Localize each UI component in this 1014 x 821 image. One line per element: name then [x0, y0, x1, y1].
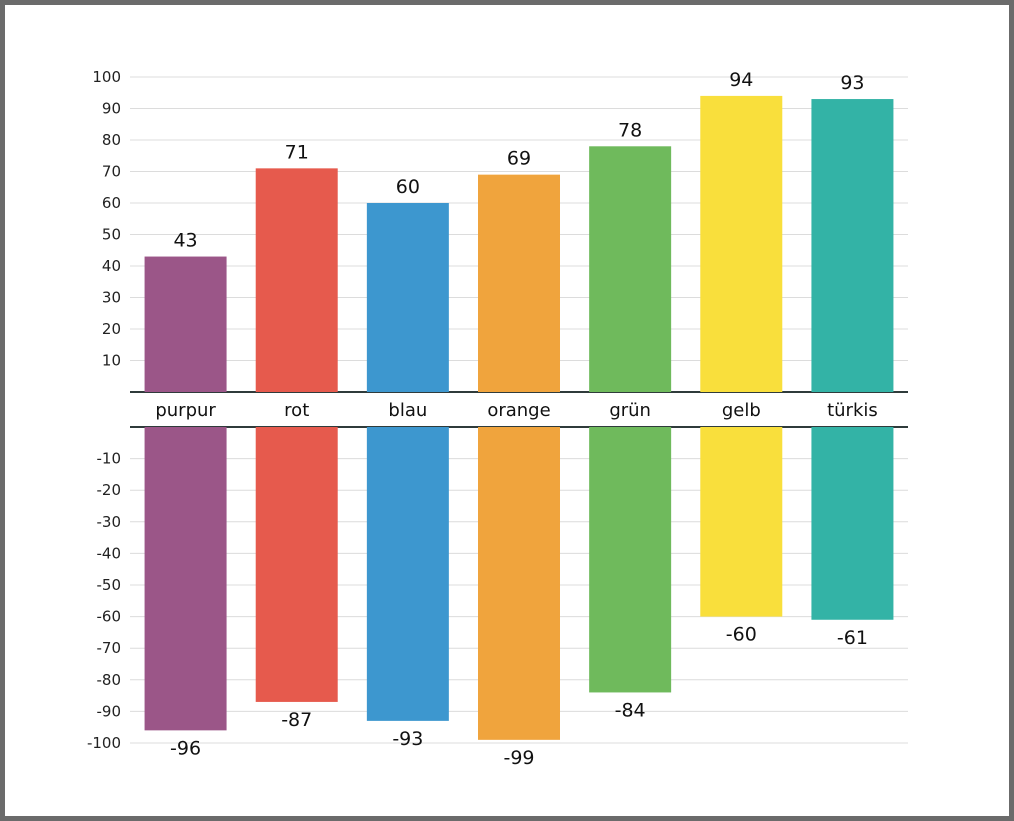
bar-positive-gelb: [700, 95, 783, 393]
y-tick-label-lower: -100: [87, 734, 121, 752]
y-tick-label-lower: -40: [97, 544, 122, 562]
data-label-positive: 78: [618, 119, 642, 141]
y-tick-label-lower: -70: [97, 639, 122, 657]
y-tick-label-upper: 80: [102, 131, 121, 149]
bar-negative-purpur: [144, 427, 227, 731]
data-label-positive: 94: [729, 69, 753, 91]
y-tick-label-lower: -90: [97, 702, 122, 720]
bar-negative-grün: [589, 427, 672, 693]
category-label: purpur: [155, 400, 216, 421]
bar-negative-orange: [478, 427, 560, 740]
data-label-negative: -61: [837, 627, 868, 649]
category-label: grün: [609, 400, 651, 421]
bar-positive-orange: [478, 174, 560, 392]
bar-positive-grün: [589, 146, 672, 392]
data-label-positive: 60: [396, 176, 420, 198]
y-tick-label-upper: 50: [102, 226, 121, 244]
category-label: rot: [284, 400, 309, 421]
data-label-positive: 71: [285, 141, 309, 163]
y-tick-label-upper: 60: [102, 194, 121, 212]
data-label-negative: -99: [503, 747, 534, 769]
bar-positive-purpur: [144, 256, 227, 392]
bar-positive-rot: [255, 168, 338, 392]
data-label-negative: -93: [392, 728, 423, 750]
data-label-negative: -87: [281, 709, 312, 731]
category-label: orange: [487, 400, 550, 421]
data-label-positive: 43: [173, 230, 197, 252]
y-tick-label-upper: 100: [92, 68, 121, 86]
bar-negative-blau: [366, 427, 449, 721]
y-tick-label-lower: -20: [97, 481, 122, 499]
bar-negative-gelb: [700, 427, 783, 617]
bar-negative-rot: [255, 427, 338, 702]
category-label: gelb: [722, 400, 761, 421]
y-tick-label-lower: -60: [97, 608, 122, 626]
y-tick-label-lower: -30: [97, 513, 122, 531]
data-label-negative: -60: [726, 624, 757, 646]
y-tick-label-upper: 70: [102, 163, 121, 181]
bar-positive-blau: [366, 203, 449, 392]
bar-negative-türkis: [811, 427, 894, 620]
y-tick-label-upper: 10: [102, 352, 121, 370]
y-tick-label-upper: 20: [102, 320, 121, 338]
data-label-negative: -84: [615, 699, 646, 721]
data-label-positive: 69: [507, 148, 531, 170]
category-label: türkis: [827, 400, 878, 421]
y-tick-label-upper: 30: [102, 289, 121, 307]
y-tick-label-lower: -10: [97, 450, 122, 468]
data-label-negative: -96: [170, 737, 201, 759]
y-tick-label-lower: -80: [97, 671, 122, 689]
y-tick-label-upper: 40: [102, 257, 121, 275]
y-tick-label-lower: -50: [97, 576, 122, 594]
category-label: blau: [388, 400, 427, 421]
data-label-positive: 93: [840, 72, 864, 94]
y-tick-label-upper: 90: [102, 100, 121, 118]
bar-positive-türkis: [811, 99, 894, 393]
